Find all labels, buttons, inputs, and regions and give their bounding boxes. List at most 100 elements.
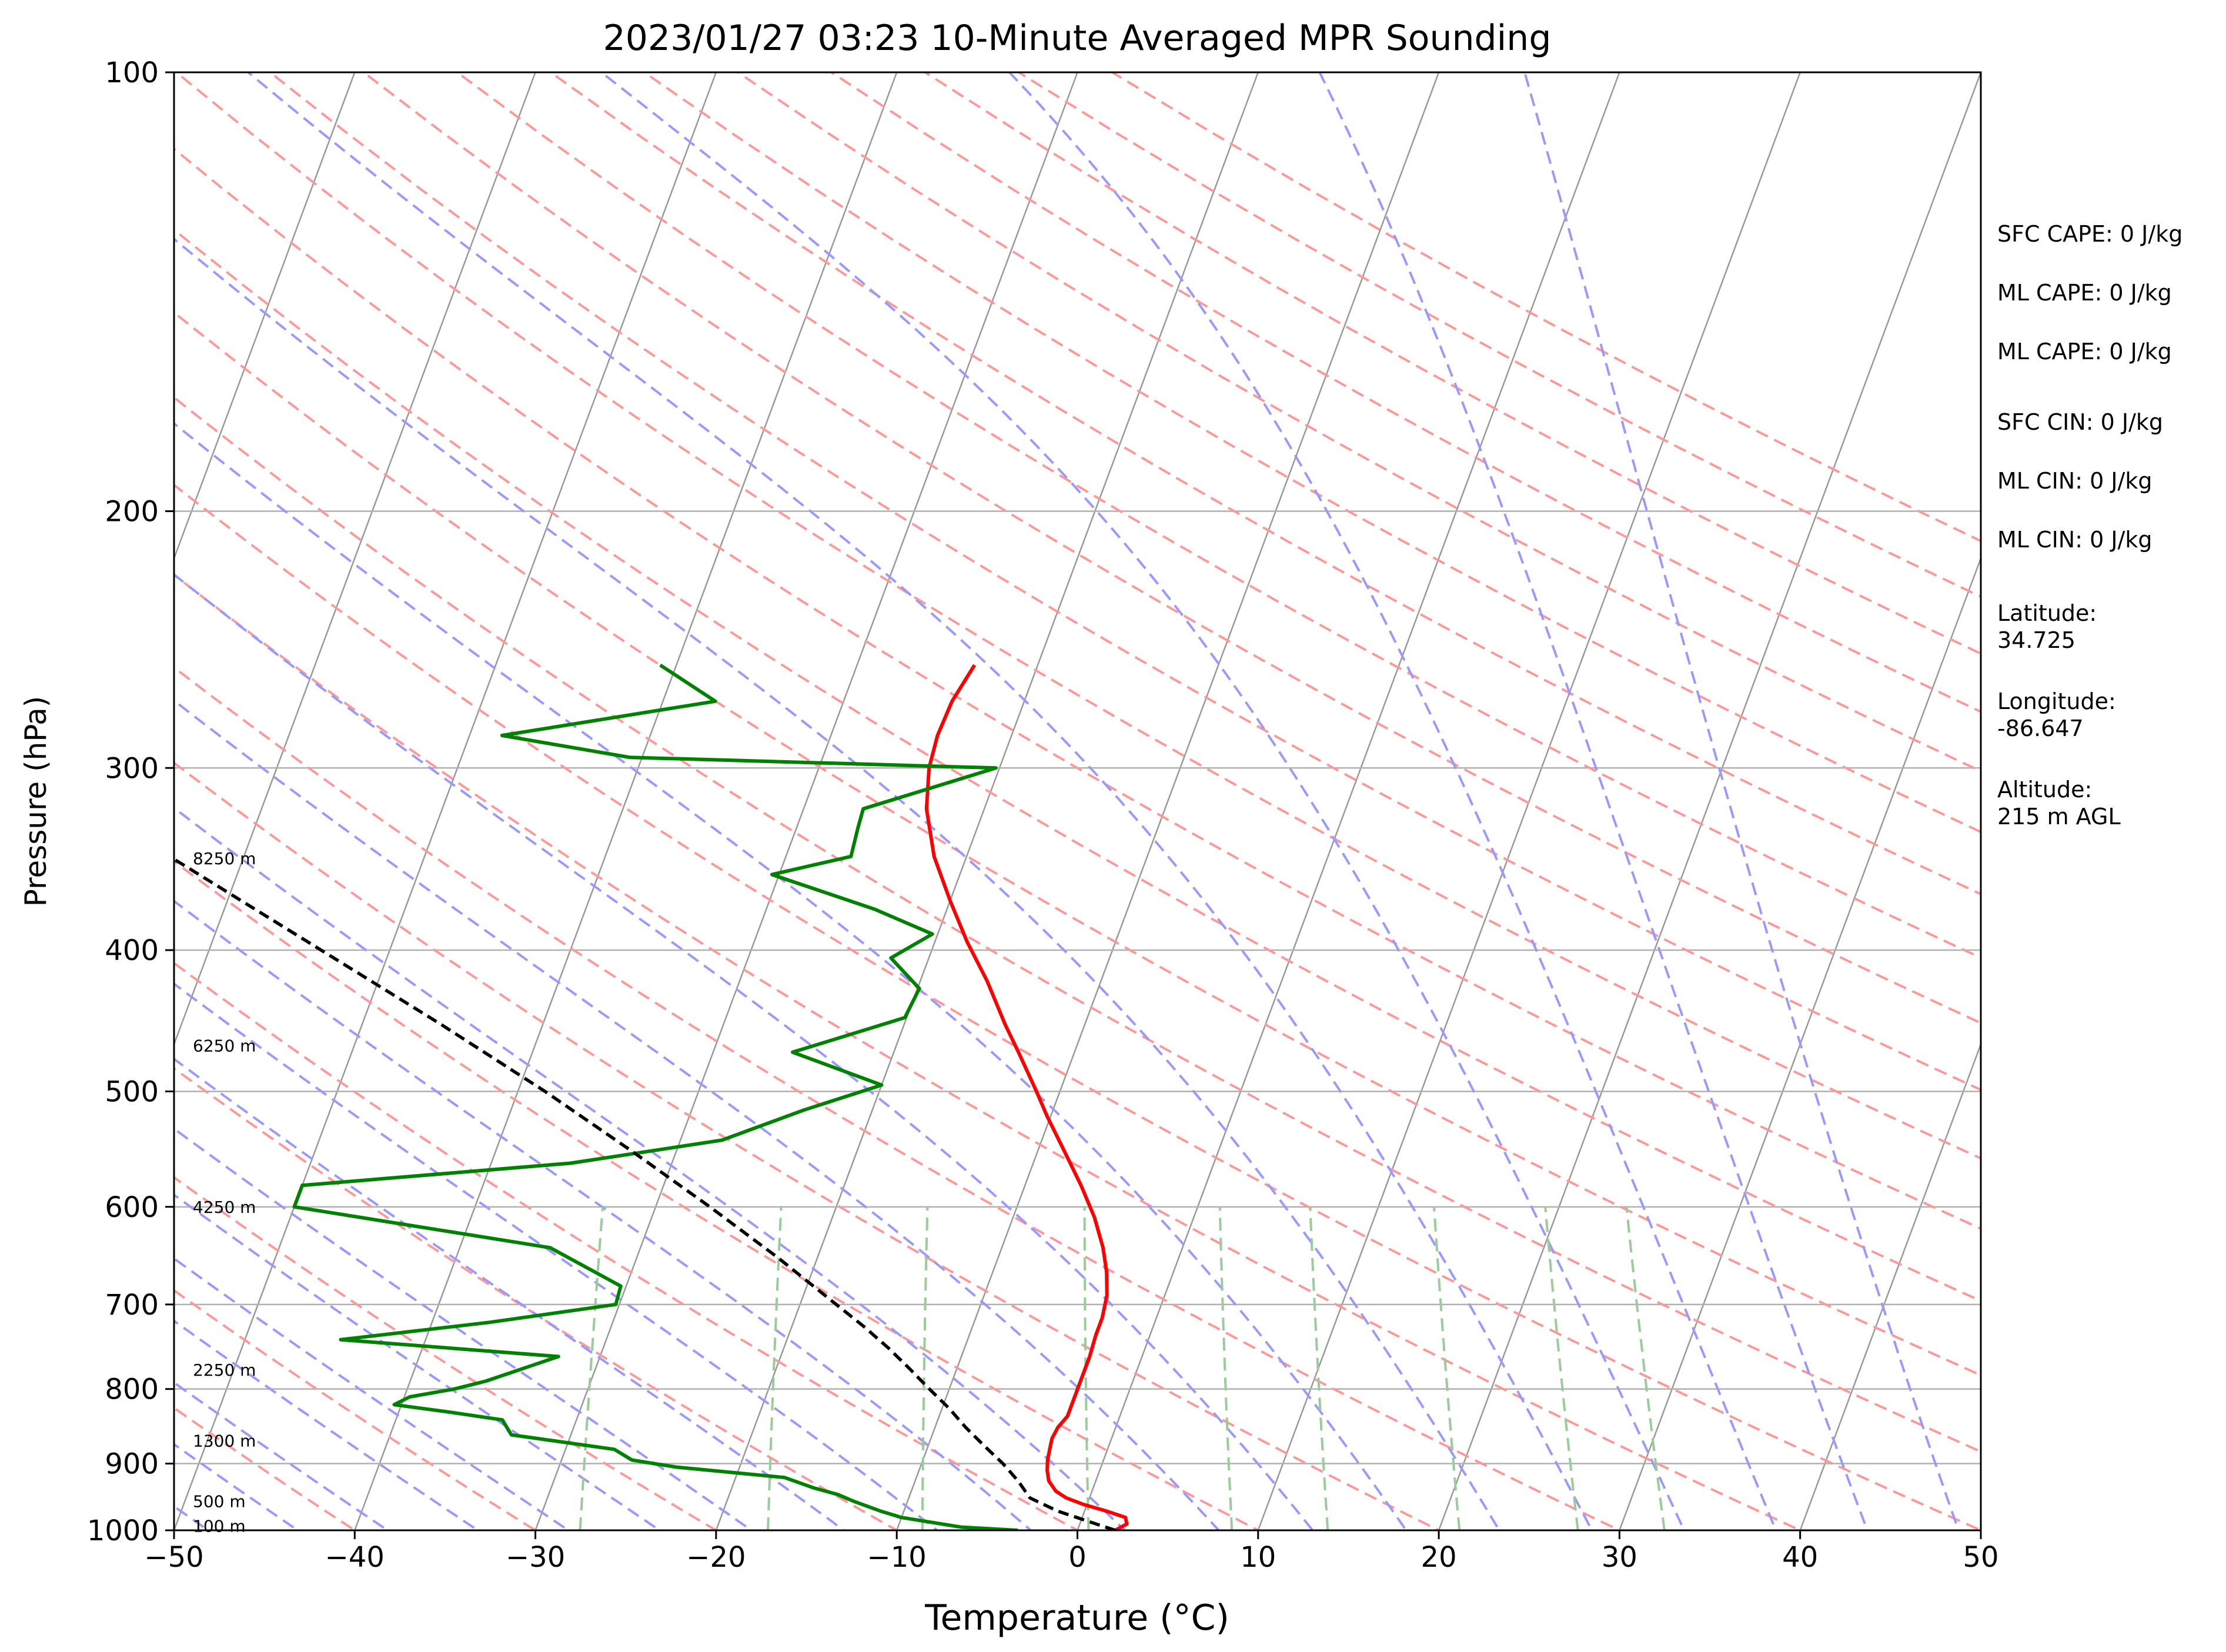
y-axis-ticks: 1000 900 800 700 600 500 400 300 200 100 [87, 56, 174, 1547]
parameter-text: Longitude: -86.647 [1997, 688, 2116, 741]
moist-adiabat-line [174, 573, 1315, 1530]
x-tick-label: 30 [1602, 1541, 1637, 1574]
dry-adiabat-line [174, 573, 1803, 1530]
isotherm-line [0, 40, 5, 1561]
parameter-text: ML CAPE: 0 J/kg [1997, 339, 2172, 364]
dry-adiabat-line [174, 1176, 718, 1530]
isotherm-line [534, 72, 1078, 1530]
isotherm-line [2150, 40, 2226, 1561]
x-tick-label: 50 [1963, 1541, 1998, 1574]
x-tick-label: 20 [1421, 1541, 1457, 1574]
dry-adiabat-line [456, 72, 1981, 959]
x-tick-label: −30 [506, 1541, 565, 1574]
temperature-line [924, 664, 1129, 1530]
moist-adiabat-line [1008, 72, 1777, 1530]
dry-adiabat-line [174, 1406, 357, 1530]
y-tick-label: 700 [105, 1289, 159, 1322]
background-lines [0, 40, 2226, 1561]
moist-adiabat-line [174, 699, 1221, 1530]
moist-adiabat-line [174, 1443, 300, 1530]
parameter-text: Latitude: 34.725 [1997, 600, 2097, 653]
dry-adiabat-line [550, 72, 1981, 896]
isotherm-line [174, 72, 536, 1046]
height-label: 1300 m [193, 1432, 256, 1451]
mixing-ratio-line [1083, 1206, 1090, 1530]
y-tick-label: 100 [105, 56, 159, 89]
moist-adiabat-line [174, 982, 940, 1530]
dry-adiabat-line [174, 761, 1442, 1530]
height-label: 2250 m [193, 1360, 256, 1380]
moist-adiabat-line [174, 237, 1501, 1530]
parameter-text: SFC CAPE: 0 J/kg [1997, 221, 2183, 247]
sounding-profiles [174, 663, 1129, 1530]
dry-adiabat-line [269, 72, 1981, 1091]
parcel-line [174, 857, 1116, 1530]
parameter-text: Altitude: 215 m AGL [1997, 777, 2121, 830]
x-tick-label: 0 [1068, 1541, 1087, 1574]
moist-adiabat-line [174, 899, 1033, 1530]
height-label: 6250 m [193, 1036, 256, 1055]
moist-adiabat-line [1318, 72, 1869, 1530]
x-axis-label: Temperature (°C) [924, 1597, 1229, 1638]
dry-adiabat-line [174, 228, 1981, 1303]
x-tick-label: −50 [144, 1541, 203, 1574]
moist-adiabat-line [600, 72, 1686, 1530]
isotherm-line [174, 72, 356, 561]
mixing-ratio-line [1625, 1206, 1666, 1530]
y-tick-label: 900 [105, 1448, 159, 1481]
y-tick-label: 200 [105, 496, 159, 529]
mixing-ratio-line [767, 1206, 783, 1530]
mixing-ratio-line [1218, 1206, 1234, 1530]
mixing-ratio-line [1544, 1206, 1579, 1530]
dry-adiabat-line [363, 72, 1981, 1025]
isotherm-line [1438, 72, 1981, 1530]
dry-adiabat-line [643, 72, 1981, 834]
parameter-text: ML CAPE: 0 J/kg [1997, 280, 2172, 306]
isotherm-line [1619, 556, 1981, 1530]
isotherm-line [1077, 72, 1620, 1530]
moist-adiabat-line [174, 1193, 662, 1530]
dry-adiabat-line [174, 666, 1623, 1530]
x-tick-label: −10 [867, 1541, 927, 1574]
dry-adiabat-line [174, 310, 1981, 1377]
moist-adiabat-line [174, 1257, 571, 1530]
parameter-text: ML CIN: 0 J/kg [1997, 527, 2153, 553]
x-tick-label: 10 [1240, 1541, 1276, 1574]
y-tick-label: 800 [105, 1373, 159, 1406]
dry-adiabat-line [174, 396, 1981, 1453]
chart-title: 2023/01/27 03:23 10-Minute Averaged MPR … [603, 18, 1552, 59]
height-label: 100 m [193, 1516, 246, 1536]
dewpoint-line [292, 663, 1018, 1530]
moist-adiabat-line [174, 1127, 754, 1530]
x-axis-ticks: −50 −40 −30 −20 −10 0 10 20 30 40 50 [144, 1530, 1999, 1574]
height-label: 4250 m [193, 1198, 256, 1217]
dry-adiabat-line [175, 72, 1981, 1160]
dry-adiabat-line [174, 1066, 900, 1530]
parameter-text: SFC CIN: 0 J/kg [1997, 409, 2164, 435]
x-tick-label: −40 [325, 1541, 385, 1574]
isotherm-line [1257, 72, 1801, 1530]
isotherm-line [353, 72, 898, 1530]
isotherm-line [174, 72, 717, 1530]
height-label: 500 m [193, 1492, 246, 1511]
moist-adiabat-line [174, 422, 1408, 1530]
isotherm-line [715, 72, 1259, 1530]
dry-adiabat-line [174, 483, 1981, 1530]
y-axis-label: Pressure (hPa) [19, 696, 53, 907]
mixing-ratio-line [579, 1206, 604, 1530]
moist-adiabat-line [247, 72, 1593, 1530]
mixing-ratio-line [1433, 1206, 1461, 1530]
y-tick-label: 300 [105, 752, 159, 785]
mixing-ratio-line [1309, 1206, 1329, 1530]
y-tick-label: 1000 [87, 1514, 159, 1547]
parameter-text: ML CIN: 0 J/kg [1997, 468, 2153, 494]
y-tick-label: 500 [105, 1075, 159, 1108]
mixing-ratio-line [921, 1206, 929, 1530]
height-labels: 100 m 500 m 1300 m 2250 m 4250 m 6250 m 8250 m [193, 849, 256, 1536]
dry-adiabat-line [174, 147, 1981, 1230]
dry-adiabat-line [174, 860, 1261, 1530]
x-tick-label: 40 [1782, 1541, 1818, 1574]
moist-adiabat-line [174, 1057, 846, 1530]
height-label: 8250 m [193, 849, 256, 868]
